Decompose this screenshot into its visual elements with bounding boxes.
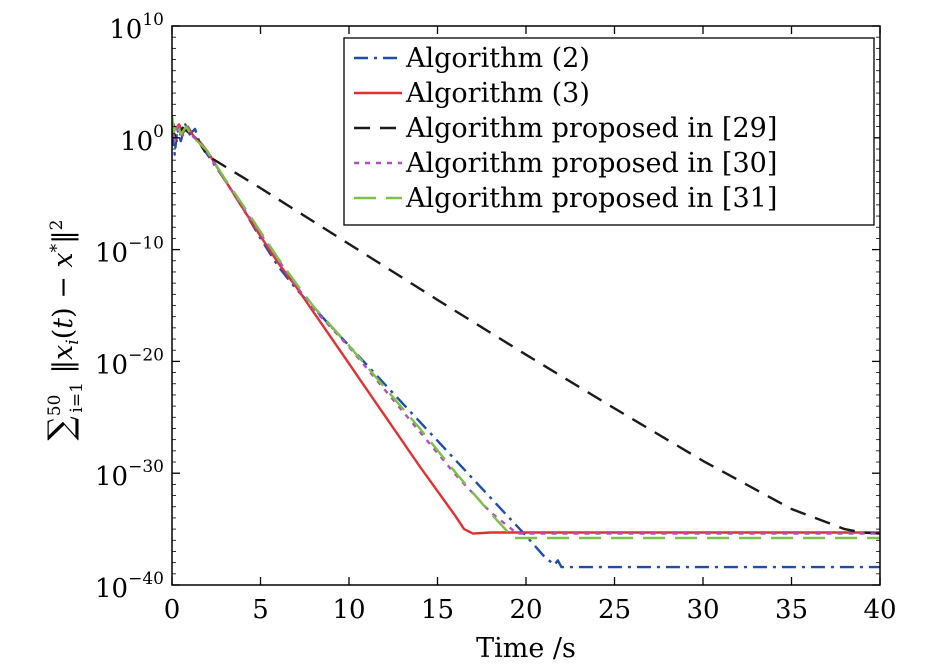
y-tick-label: 1010 [109, 10, 164, 45]
legend-label-3: Algorithm proposed in [29] [405, 113, 777, 144]
legend-label-1: Algorithm (2) [405, 43, 590, 74]
x-tick-label: 10 [332, 595, 365, 625]
legend-label-2: Algorithm (3) [405, 78, 590, 109]
y-tick-label: 100 [120, 122, 164, 157]
y-label-x-sub: i [63, 339, 83, 344]
x-tick-label: 15 [421, 595, 454, 625]
legend-box [343, 37, 875, 226]
series-line-3 [172, 126, 880, 535]
axes: 0 5 10 15 20 25 30 35 40 10−40 10−30 10−20 10−10 100 1… [95, 10, 897, 625]
plot-area [172, 115, 880, 569]
y-tick-label: 10−10 [95, 234, 164, 269]
y-label-x: x [48, 345, 79, 360]
x-tick-label: 5 [252, 595, 269, 625]
x-tick-label: 20 [509, 595, 542, 625]
y-label-star: * [47, 243, 67, 252]
y-label-sum-sub: i=1 [67, 382, 87, 413]
y-tick-label: 10−30 [95, 457, 164, 492]
y-label-sq: 2 [47, 220, 67, 231]
x-tick-label: 25 [598, 595, 631, 625]
y-tick-label: 10−40 [95, 569, 164, 604]
legend-label-5: Algorithm proposed in [31] [405, 183, 777, 214]
y-label-sum-sup: 50 [45, 395, 65, 417]
y-tick-label: 10−20 [95, 345, 164, 380]
x-tick-label: 30 [686, 595, 719, 625]
y-label-norm-open: ‖ [48, 360, 79, 382]
y-label-sum: ∑ [41, 416, 81, 440]
y-label-xstar: x [48, 252, 79, 267]
x-tick-label: 35 [775, 595, 808, 625]
series-line-5 [172, 115, 880, 540]
y-label-t: (t) − [48, 268, 79, 340]
x-axis-label: Time /s [476, 633, 576, 664]
legend: Algorithm (2) Algorithm (3) Algorithm prop… [343, 37, 875, 226]
svg-text:∑50i=1 ‖xi(t) − x*‖2: ∑50 i=1 ‖xi(t) − x*‖2 [41, 220, 87, 441]
legend-label-4: Algorithm proposed in [30] [405, 148, 777, 179]
y-axis-label: ∑50 i=1 ‖xi(t) − x*‖2 [41, 220, 87, 441]
x-tick-label: 40 [863, 595, 896, 625]
y-label-norm-close: ‖ [48, 230, 79, 244]
x-tick-label: 0 [164, 595, 181, 625]
